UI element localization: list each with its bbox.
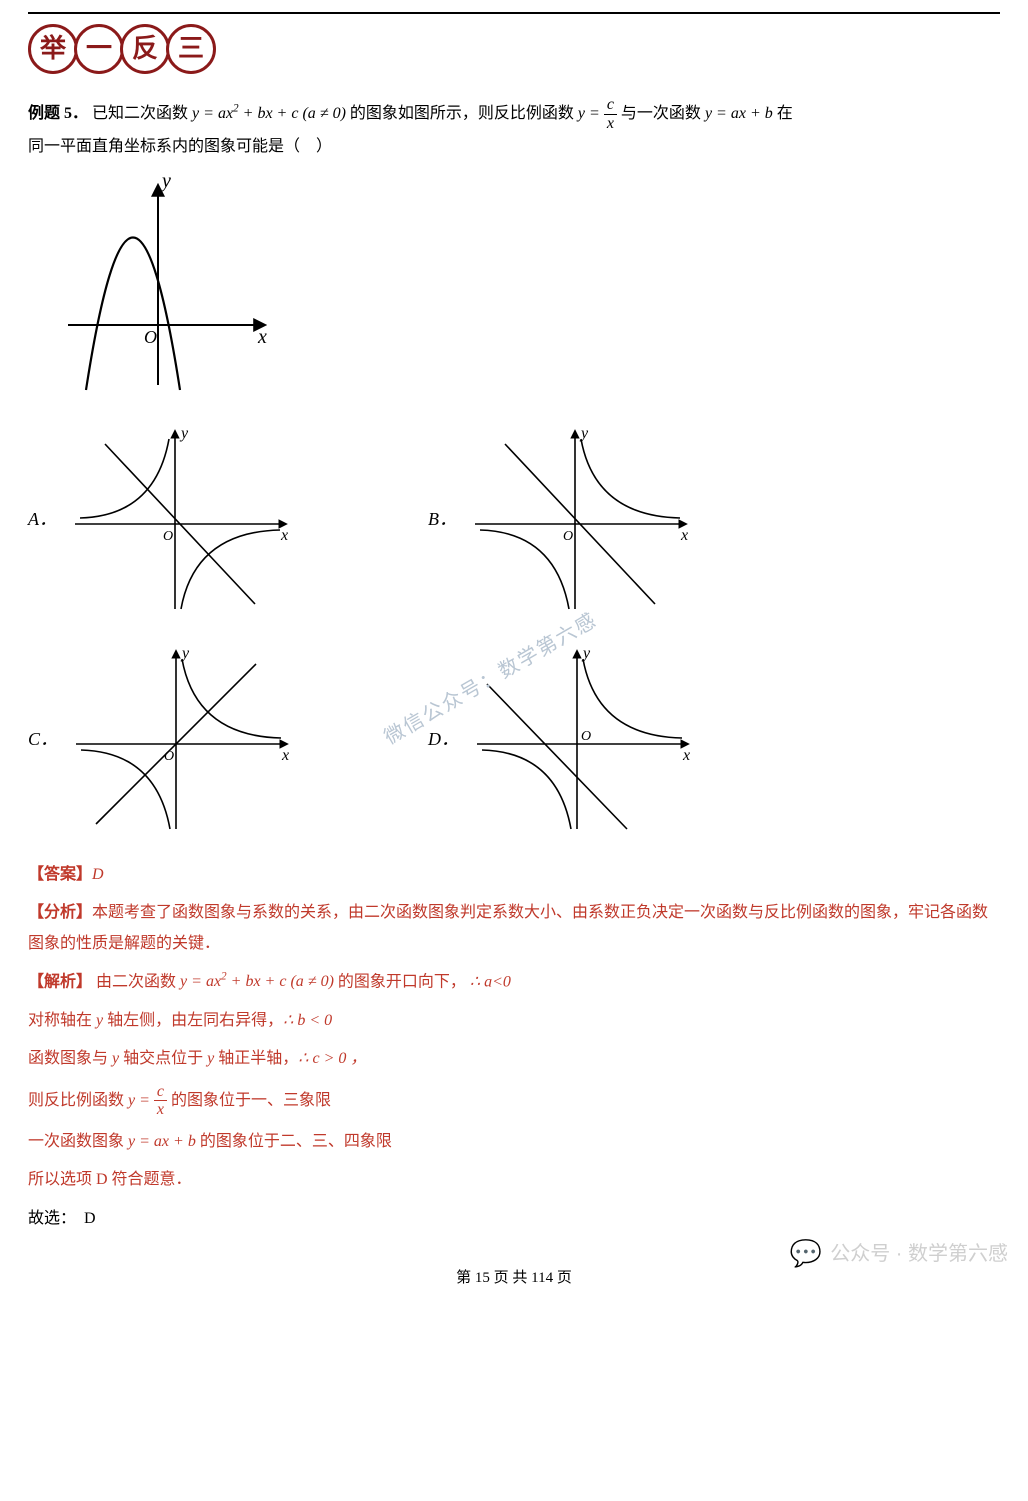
equation-inverse-prefix: y = — [578, 105, 604, 122]
problem-label: 例题 5． — [28, 105, 88, 122]
sol-s4-frac: cx — [154, 1083, 167, 1119]
svg-text:O: O — [581, 729, 591, 744]
badge-char-3: 反 — [120, 24, 170, 74]
sol-s5-eq: y = ax + b — [128, 1133, 196, 1150]
analysis-label: 【分析】 — [28, 904, 92, 921]
option-d-label: D． — [428, 722, 459, 756]
svg-text:x: x — [280, 527, 288, 544]
problem-text-2: 同一平面直角坐标系内的图象可能是（ ） — [28, 132, 1000, 162]
option-c-graph: y x O — [66, 644, 296, 834]
option-b-graph: y x O — [465, 424, 695, 614]
solution-label: 【解析】 — [28, 973, 92, 990]
sol-s4b: 的图象位于一、三象限 — [171, 1091, 331, 1108]
option-b-label: B． — [428, 502, 457, 536]
svg-text:O: O — [163, 529, 173, 544]
sol-s5a: 一次函数图象 — [28, 1133, 128, 1150]
problem-text-1b: 的图象如图所示，则反比例函数 — [350, 105, 578, 122]
option-d: D． y x O — [428, 644, 788, 834]
option-a: A． y x O — [28, 424, 388, 614]
svg-text:x: x — [281, 747, 289, 764]
svg-text:O: O — [563, 529, 573, 544]
sol-s3d: ∴ c > 0 ， — [298, 1050, 366, 1067]
sol-s3c: 轴正半轴， — [214, 1050, 298, 1067]
options-grid: A． y x O B． y x — [28, 424, 1000, 834]
option-c: C． y x O — [28, 644, 388, 834]
problem-text-1d: 在 — [777, 105, 793, 122]
option-d-graph: y x O — [467, 644, 697, 834]
sol-s2a: 对称轴在 — [28, 1012, 96, 1029]
badge-char-4: 三 — [166, 24, 216, 74]
sol-s5b: 的图象位于二、三、四象限 — [200, 1133, 392, 1150]
sol-s6: 所以选项 D 符合题意． — [28, 1165, 1000, 1195]
equation-inverse-frac: cx — [604, 96, 617, 132]
sol-s4a: 则反比例函数 — [28, 1091, 128, 1108]
solution-block: 【答案】D 【分析】本题考查了函数图象与系数的关系，由二次函数图象判定系数大小、… — [28, 860, 1000, 1234]
option-c-label: C． — [28, 722, 58, 756]
top-rule — [28, 12, 1000, 14]
badge-char-1: 举 — [28, 24, 78, 74]
wechat-icon: 💬 — [790, 1229, 822, 1278]
problem-text-1c: 与一次函数 — [621, 105, 705, 122]
sol-s3b: 轴交点位于 — [119, 1050, 207, 1067]
option-b: B． y x O — [428, 424, 788, 614]
answer-label: 【答案】 — [28, 866, 92, 883]
svg-text:O: O — [144, 327, 157, 347]
option-a-graph: y x O — [65, 424, 295, 614]
sol-s1b: 的图象开口向下， — [338, 973, 466, 990]
sol-s2b: 轴左侧，由左同右异得， — [103, 1012, 283, 1029]
heading-badge: 举 一 反 三 — [28, 24, 1000, 74]
svg-text:x: x — [682, 747, 690, 764]
problem-statement: 例题 5． 已知二次函数 y = ax2 + bx + c (a ≠ 0) 的图… — [28, 96, 1000, 163]
problem-text-1a: 已知二次函数 — [92, 105, 192, 122]
option-a-label: A． — [28, 502, 57, 536]
sol-s1-eq: y = ax2 + bx + c (a ≠ 0) — [180, 973, 334, 990]
sol-s2c: ∴ b < 0 — [283, 1012, 332, 1029]
svg-text:y: y — [179, 425, 189, 442]
analysis-text: 本题考查了函数图象与系数的关系，由二次函数图象判定系数大小、由系数正负决定一次函… — [28, 904, 988, 951]
equation-linear: y = ax + b — [705, 105, 773, 122]
sol-s1c: ∴ a<0 — [470, 973, 511, 990]
svg-text:y: y — [160, 175, 171, 192]
badge-char-2: 一 — [74, 24, 124, 74]
svg-text:x: x — [680, 527, 688, 544]
equation-quadratic: y = ax2 + bx + c (a ≠ 0) — [192, 105, 346, 122]
footer-brand-text: 公众号 · 数学第六感 — [830, 1235, 1008, 1273]
given-graph: y x O — [58, 175, 1000, 406]
sol-s1a: 由二次函数 — [96, 973, 180, 990]
answer-value: D — [92, 866, 104, 883]
footer-brand: 💬 公众号 · 数学第六感 — [790, 1229, 1008, 1278]
sol-s4-prefix: y = — [128, 1091, 154, 1108]
sol-s3a: 函数图象与 — [28, 1050, 112, 1067]
svg-text:x: x — [257, 326, 267, 348]
